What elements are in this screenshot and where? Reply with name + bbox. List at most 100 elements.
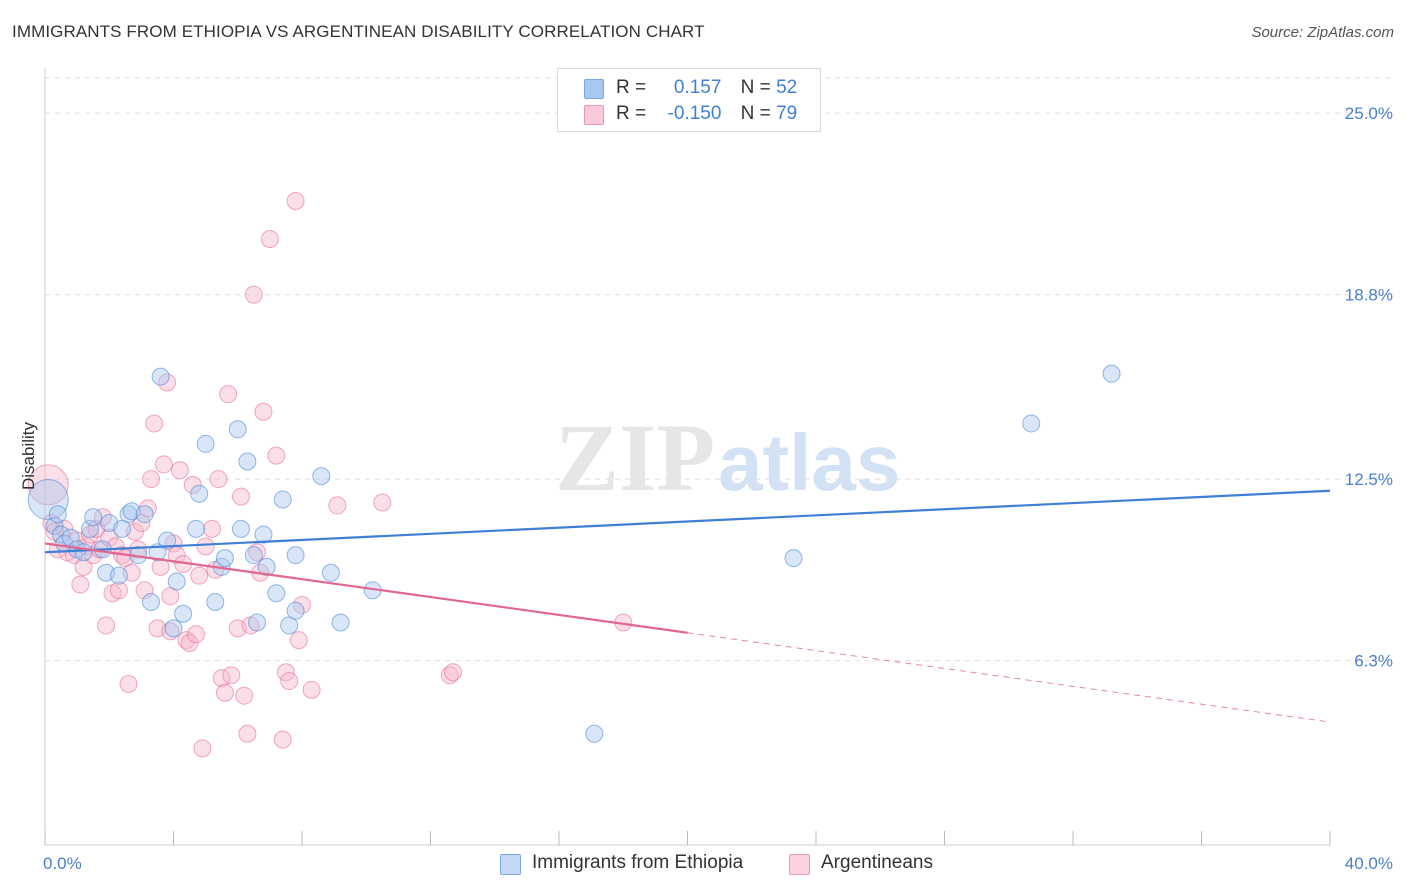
legend-n-label: N = bbox=[740, 77, 771, 98]
argentineans-point bbox=[209, 470, 228, 489]
ethiopia-point bbox=[119, 505, 138, 524]
legend-swatch-pink bbox=[584, 105, 604, 125]
argentineans-point bbox=[151, 557, 170, 576]
argentineans-point bbox=[248, 543, 267, 562]
ethiopia-point bbox=[784, 549, 803, 568]
argentineans-point bbox=[373, 493, 392, 512]
argentineans-point bbox=[142, 470, 161, 489]
bottom-legend-swatch-blue bbox=[500, 854, 521, 875]
y-tick-label: 25.0% bbox=[1345, 104, 1393, 123]
argentineans-point bbox=[443, 663, 462, 682]
ethiopia-trend-line bbox=[44, 489, 1331, 554]
watermark-zip: ZIP bbox=[555, 404, 715, 511]
watermark-atlas: atlas bbox=[718, 418, 900, 507]
bottom-legend-label-blue: Immigrants from Ethiopia bbox=[532, 852, 744, 873]
argentineans-point bbox=[215, 683, 234, 702]
ethiopia-point bbox=[167, 572, 186, 591]
argentineans-point bbox=[100, 528, 119, 547]
ethiopia-point bbox=[1102, 364, 1121, 383]
argentineans-point bbox=[302, 680, 321, 699]
y-tick-label: 18.8% bbox=[1345, 286, 1393, 305]
ethiopia-point bbox=[135, 505, 154, 524]
ethiopia-point bbox=[257, 557, 276, 576]
argentineans-point bbox=[289, 631, 308, 650]
ethiopia-point bbox=[321, 563, 340, 582]
ethiopia-point bbox=[244, 546, 263, 565]
argentineans-point bbox=[231, 487, 250, 506]
ethiopia-point bbox=[109, 566, 128, 585]
legend-r-label: R = bbox=[616, 103, 647, 124]
argentineans-point bbox=[280, 672, 299, 691]
ethiopia-point bbox=[190, 484, 209, 503]
ethiopia-point bbox=[196, 434, 215, 453]
argentineans-point bbox=[203, 519, 222, 538]
legend-blue-r: 0.157 bbox=[673, 77, 722, 98]
ethiopia-point bbox=[215, 549, 234, 568]
axis-layer: 6.3% 12.5% 18.8% 25.0% 0.0% 40.0% bbox=[43, 68, 1393, 873]
argentineans-point bbox=[219, 385, 238, 404]
ethiopia-point bbox=[312, 467, 331, 486]
ethiopia-point bbox=[27, 479, 69, 521]
ethiopia-point bbox=[273, 490, 292, 509]
legend-n-label: N = bbox=[740, 103, 771, 124]
argentineans-point bbox=[135, 581, 154, 600]
argentineans-point bbox=[286, 191, 305, 210]
argentineans-point bbox=[254, 402, 273, 421]
ethiopia-point bbox=[206, 593, 225, 612]
legend-pink-n: 79 bbox=[776, 103, 798, 124]
ethiopia-point bbox=[238, 452, 257, 471]
grid-layer bbox=[45, 77, 1392, 662]
ethiopia-point bbox=[248, 613, 267, 632]
argentineans-point bbox=[71, 575, 90, 594]
ethiopia-point bbox=[164, 619, 183, 638]
argentineans-trend-extension bbox=[687, 632, 1331, 723]
argentineans-point bbox=[27, 464, 69, 506]
ethiopia-point bbox=[84, 508, 103, 527]
argentineans-point bbox=[119, 674, 138, 693]
trend-lines bbox=[44, 489, 1331, 723]
ethiopia-point bbox=[286, 546, 305, 565]
ethiopia-point bbox=[585, 724, 604, 743]
argentineans-point bbox=[238, 724, 257, 743]
ethiopia-point bbox=[286, 601, 305, 620]
correlation-legend: R = 0.157 N = 52 R = -0.150 N = 79 bbox=[557, 68, 821, 132]
ethiopia-point bbox=[74, 543, 93, 562]
argentineans-point bbox=[273, 730, 292, 749]
ethiopia-point bbox=[158, 531, 177, 550]
bottom-legend-swatch-pink bbox=[789, 854, 810, 875]
x-tick-label-max: 40.0% bbox=[1345, 854, 1393, 873]
legend-swatch-blue bbox=[584, 79, 604, 99]
ethiopia-point bbox=[45, 516, 64, 535]
argentineans-point bbox=[183, 475, 202, 494]
argentineans-point bbox=[196, 537, 215, 556]
argentineans-point bbox=[328, 496, 347, 515]
ethiopia-point bbox=[254, 525, 273, 544]
argentineans-point bbox=[97, 616, 116, 635]
argentineans-point bbox=[244, 285, 263, 304]
argentineans-point bbox=[109, 581, 128, 600]
ethiopia-point bbox=[80, 519, 99, 538]
ethiopia-points bbox=[27, 364, 1121, 743]
argentineans-point bbox=[177, 631, 196, 650]
argentineans-trend-line bbox=[44, 542, 688, 634]
ethiopia-point bbox=[174, 604, 193, 623]
ethiopia-point bbox=[228, 420, 247, 439]
ethiopia-point bbox=[186, 519, 205, 538]
bottom-legend-label-pink: Argentineans bbox=[821, 852, 933, 873]
y-axis-label: Disability bbox=[19, 421, 38, 490]
argentineans-point bbox=[235, 686, 254, 705]
ethiopia-point bbox=[1022, 414, 1041, 433]
argentineans-point bbox=[193, 739, 212, 758]
argentineans-point bbox=[180, 634, 199, 653]
chart-title: IMMIGRANTS FROM ETHIOPIA VS ARGENTINEAN … bbox=[12, 22, 705, 41]
ethiopia-point bbox=[331, 613, 350, 632]
argentineans-point bbox=[170, 461, 189, 480]
argentineans-point bbox=[154, 455, 173, 474]
legend-blue-n: 52 bbox=[776, 77, 798, 98]
argentineans-point bbox=[222, 666, 241, 685]
argentineans-point bbox=[267, 446, 286, 465]
x-tick-label-min: 0.0% bbox=[43, 854, 82, 873]
argentineans-point bbox=[129, 540, 148, 559]
legend-r-label: R = bbox=[616, 77, 647, 98]
